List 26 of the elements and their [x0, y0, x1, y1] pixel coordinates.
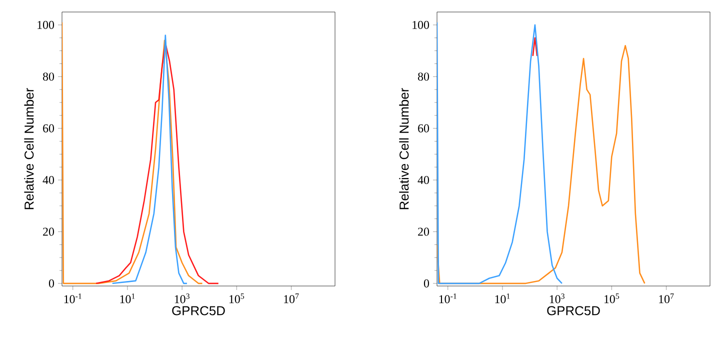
x-tick-label: 10$^{7}$: [284, 294, 299, 304]
y-tick-label: 100: [38, 20, 54, 29]
y-axis-title: Relative Cell Number: [399, 88, 409, 210]
y-tick-label: 20: [418, 228, 430, 236]
y-tick-label: 100: [412, 20, 430, 29]
x-tick-label: 10$^{3}$: [174, 294, 190, 304]
x-tick-label: 10$^{5}$: [604, 294, 620, 304]
y-tick-label: 80: [418, 72, 430, 81]
y-tick-label: 80: [42, 72, 54, 81]
x-tick-label: 10$^{1}$: [495, 294, 510, 304]
x-tick-label: 10$^{7}$: [659, 294, 674, 304]
y-axis-title: Relative Cell Number: [24, 88, 34, 210]
x-tick-label: 10$^{-1}$: [439, 294, 456, 304]
y-tick-label: 20: [43, 228, 54, 236]
y-tick-label: 60: [43, 124, 54, 132]
x-axis-title: GPRC5D: [547, 306, 600, 316]
y-tick-label: 40: [418, 176, 430, 184]
x-axis-title: GPRC5D: [172, 306, 225, 316]
x-tick-label: 10$^{3}$: [550, 294, 564, 304]
y-tick-label: 60: [418, 124, 430, 132]
y-tick-label: 40: [42, 176, 54, 184]
x-tick-label: 10$^{-1}$: [64, 294, 82, 304]
x-tick-label: 10$^{1}$: [120, 294, 135, 304]
y-tick-label: 0: [424, 279, 430, 288]
y-tick-label: 0: [48, 279, 54, 288]
x-tick-label: 10$^{5}$: [229, 294, 244, 304]
